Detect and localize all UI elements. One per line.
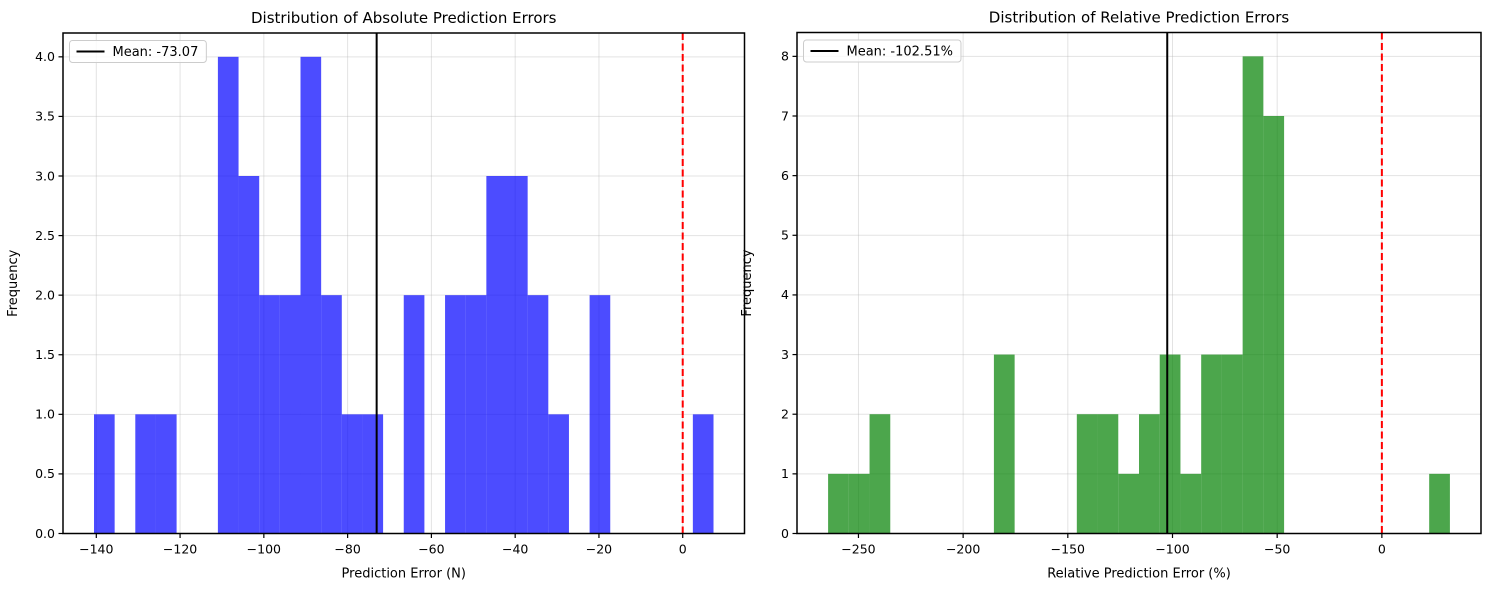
- histogram-bars: [828, 56, 1450, 534]
- histogram-bar: [135, 414, 156, 534]
- y-tick-label: 0.0: [35, 526, 55, 541]
- chart-title: Distribution of Relative Prediction Erro…: [989, 9, 1290, 27]
- chart-relative-errors: −250 −200 −150 −100 −50 0 0 1 2 3 4 5 6 7 8 Distributio…: [740, 9, 1482, 582]
- y-tick-label: 1.5: [35, 347, 55, 362]
- x-tick-label: −200: [946, 542, 980, 557]
- x-tick-label: −120: [163, 542, 197, 557]
- histogram-bar: [692, 414, 714, 534]
- x-tick-label: −60: [418, 542, 444, 557]
- y-tick-label: 3.5: [35, 109, 55, 124]
- histogram-bar: [1201, 354, 1222, 534]
- histogram-bar: [1221, 354, 1243, 534]
- x-tick-label: −100: [247, 542, 281, 557]
- histogram-bar: [1429, 473, 1450, 534]
- chart-absolute-errors: −140 −120 −100 −80 −60 −40 −20 0 0.0 0.5 1.0 1.5 2.0…: [6, 9, 746, 582]
- histogram-bar: [548, 414, 569, 534]
- y-tick-label: 8: [781, 49, 789, 64]
- y-tick-label: 7: [781, 108, 789, 123]
- grid: [797, 32, 1481, 534]
- histogram-bar: [403, 295, 425, 534]
- histogram-bar: [300, 56, 322, 534]
- legend-label: Mean: -102.51%: [847, 45, 953, 60]
- histogram-bar: [1097, 414, 1119, 534]
- y-tick-label: 1.0: [35, 407, 55, 422]
- histogram-bar: [259, 295, 280, 534]
- x-tick-label: −20: [586, 542, 612, 557]
- y-tick-label: 1: [781, 466, 789, 481]
- histogram-bar: [1118, 473, 1139, 534]
- y-axis-label: Frequency: [6, 249, 21, 316]
- histogram-bar: [445, 295, 466, 534]
- chart-title: Distribution of Absolute Prediction Erro…: [251, 9, 557, 27]
- histogram-bar: [486, 176, 508, 534]
- histogram-bar: [848, 473, 870, 534]
- histogram-bar: [507, 176, 528, 534]
- legend: Mean: -102.51%: [803, 39, 962, 63]
- x-tick-label: 0: [1378, 542, 1386, 557]
- legend-box: [69, 40, 207, 63]
- histogram-bar: [1263, 116, 1285, 534]
- histogram-bar: [93, 414, 115, 534]
- histogram-bar: [155, 414, 177, 534]
- y-tick-label: 3: [781, 347, 789, 362]
- x-axis-label: Relative Prediction Error (%): [1047, 567, 1231, 582]
- y-tick-label: 0.5: [35, 466, 55, 481]
- histogram-bar: [1242, 56, 1264, 534]
- histogram-bar: [527, 295, 549, 534]
- x-tick-label: −250: [841, 542, 875, 557]
- histogram-bars: [93, 56, 714, 534]
- x-tick-label: −100: [1155, 542, 1189, 557]
- x-tick-label: 0: [679, 542, 687, 557]
- histogram-bar: [279, 295, 301, 534]
- histogram-bar: [1159, 354, 1181, 534]
- y-tick-label: 6: [781, 168, 789, 183]
- y-tick-label: 0: [781, 526, 789, 541]
- histogram-bar: [589, 295, 611, 534]
- x-tick-label: −150: [1051, 542, 1085, 557]
- x-tick-label: −80: [334, 542, 360, 557]
- histogram-bar: [238, 176, 260, 534]
- histogram-bar: [217, 56, 239, 534]
- histogram-bar: [321, 295, 342, 534]
- legend: Mean: -73.07: [69, 40, 207, 63]
- axes-frame: [796, 31, 1482, 535]
- y-tick-label: 2.0: [35, 287, 55, 302]
- y-axis-label: Frequency: [740, 249, 755, 316]
- histogram-bar: [341, 414, 363, 534]
- axes-frame: [62, 32, 746, 535]
- histogram-bar: [869, 414, 891, 534]
- legend-label: Mean: -73.07: [113, 45, 199, 60]
- y-tick-label: 2.5: [35, 228, 55, 243]
- histogram-bar: [828, 473, 849, 534]
- y-tick-label: 4.0: [35, 49, 55, 64]
- histogram-bar: [993, 354, 1015, 534]
- y-tick-label: 2: [781, 407, 789, 422]
- legend-box: [803, 39, 962, 63]
- histogram-bar: [362, 414, 384, 534]
- y-tick-label: 3.0: [35, 168, 55, 183]
- histogram-bar: [1180, 473, 1202, 534]
- x-tick-label: −50: [1264, 542, 1290, 557]
- y-tick-label: 4: [781, 287, 789, 302]
- x-tick-label: −40: [502, 542, 528, 557]
- histogram-bar: [1076, 414, 1098, 534]
- histogram-bar: [1139, 414, 1160, 534]
- histogram-bar: [465, 295, 487, 534]
- y-tick-label: 5: [781, 228, 789, 243]
- x-axis-label: Prediction Error (N): [342, 567, 466, 582]
- x-tick-label: −140: [79, 542, 113, 557]
